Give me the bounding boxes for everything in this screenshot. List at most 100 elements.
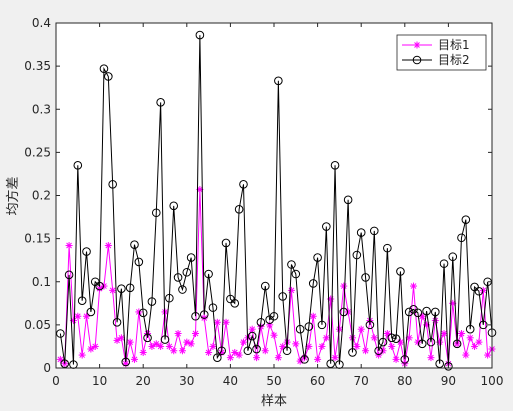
series-2-point: [256, 317, 266, 327]
series-2-point: [287, 260, 296, 269]
series-2-point: [86, 307, 96, 317]
series-2-point: [143, 333, 152, 343]
series-2-point: [282, 346, 292, 356]
x-tick-label: 40: [223, 374, 238, 388]
x-tick-label: 20: [136, 374, 151, 388]
series-1-point: [410, 282, 418, 290]
x-tick-label: 100: [481, 374, 504, 388]
series-2-point: [470, 282, 479, 292]
series-2-point: [343, 195, 353, 205]
y-tick-label: 0.35: [24, 59, 51, 73]
series-2-point: [426, 337, 436, 347]
series-1-point: [213, 318, 221, 326]
series-2-point: [295, 324, 305, 334]
y-tick-label: 0.15: [24, 232, 51, 246]
series-2-point: [147, 297, 157, 306]
series-2-point: [278, 292, 288, 301]
series-1-point: [170, 347, 178, 355]
series-2-point: [117, 284, 126, 293]
series-1-point: [440, 330, 448, 337]
series-1-point: [296, 357, 304, 365]
series-1-point: [83, 312, 91, 320]
series-1-point: [253, 354, 261, 362]
series-1-point: [187, 340, 195, 348]
series-2-point: [387, 333, 397, 343]
series-2-point: [361, 273, 370, 282]
series-2-point: [461, 215, 471, 224]
series-2-point: [104, 72, 113, 81]
y-axis-label: 均方差: [5, 176, 21, 215]
series-1-point: [471, 342, 479, 350]
series-2-point: [422, 306, 431, 316]
series-2-point: [260, 281, 270, 291]
series-1-point: [370, 334, 378, 342]
series-1-point: [226, 354, 234, 362]
x-tick-label: 90: [441, 374, 456, 388]
series-2-point: [431, 307, 440, 317]
series-2-point: [369, 226, 379, 236]
series-2-point: [378, 337, 388, 347]
series-2-point: [217, 346, 226, 356]
series-2-point: [60, 359, 70, 368]
series-1-point: [292, 340, 300, 348]
series-2-point: [134, 257, 144, 267]
legend-box: [396, 34, 487, 71]
y-tick-label: 0.2: [32, 189, 51, 203]
series-2-point: [417, 339, 427, 349]
series-1-point: [388, 342, 396, 350]
series-2-point: [326, 359, 335, 368]
series-1-point: [414, 338, 422, 346]
series-2-point: [322, 222, 331, 231]
series-1-point: [318, 342, 326, 350]
series-1-point: [305, 342, 313, 350]
series-1-point: [340, 282, 348, 290]
series-2-point: [330, 161, 340, 170]
series-1-point: [65, 242, 73, 250]
y-tick-label: 0.05: [24, 318, 51, 332]
y-tick-label: 0.4: [32, 16, 51, 30]
series-1-point: [174, 330, 182, 337]
series-layer: [56, 30, 497, 371]
series-2-point: [226, 294, 235, 304]
series-1-point: [462, 351, 470, 359]
series-1-point: [239, 338, 247, 346]
x-tick-label: 0: [52, 374, 60, 388]
series-2-point: [444, 361, 453, 371]
series-2-point: [391, 334, 401, 343]
series-1-point: [261, 347, 269, 355]
series-1-point: [405, 334, 413, 342]
series-2-point: [308, 279, 318, 288]
series-1-point: [322, 334, 330, 342]
series-2-point: [396, 267, 405, 276]
series-2-point: [213, 353, 222, 362]
x-tick-label: 10: [92, 374, 107, 388]
series-1-point: [270, 331, 278, 339]
series-2-point: [204, 269, 213, 279]
series-1-point: [357, 325, 365, 333]
series-2-point: [121, 357, 131, 367]
series-2-point: [208, 303, 218, 312]
series-2-point: [191, 311, 200, 321]
series-2-point: [125, 283, 135, 293]
series-1-point: [231, 348, 239, 356]
series-2-point: [435, 359, 444, 368]
series-2-point: [178, 285, 187, 294]
series-2-point: [108, 179, 117, 189]
series-2-point: [300, 355, 309, 364]
series-1-point: [392, 355, 400, 363]
x-axis-label: 样本: [261, 394, 287, 409]
series-1-point: [375, 351, 383, 359]
series-2-point: [365, 320, 375, 330]
series-2-point: [199, 310, 209, 319]
y-tick-label: 0: [43, 361, 51, 375]
series-2-point: [151, 208, 161, 218]
series-2-point: [73, 161, 83, 170]
series-2-point: [452, 339, 462, 349]
series-2-point: [448, 252, 458, 262]
series-2-point: [82, 247, 91, 256]
series-2-point: [247, 331, 257, 341]
series-1-point: [130, 355, 138, 363]
series-2-point: [195, 30, 205, 40]
series-1-point: [287, 286, 295, 294]
series-1-point: [427, 354, 435, 362]
